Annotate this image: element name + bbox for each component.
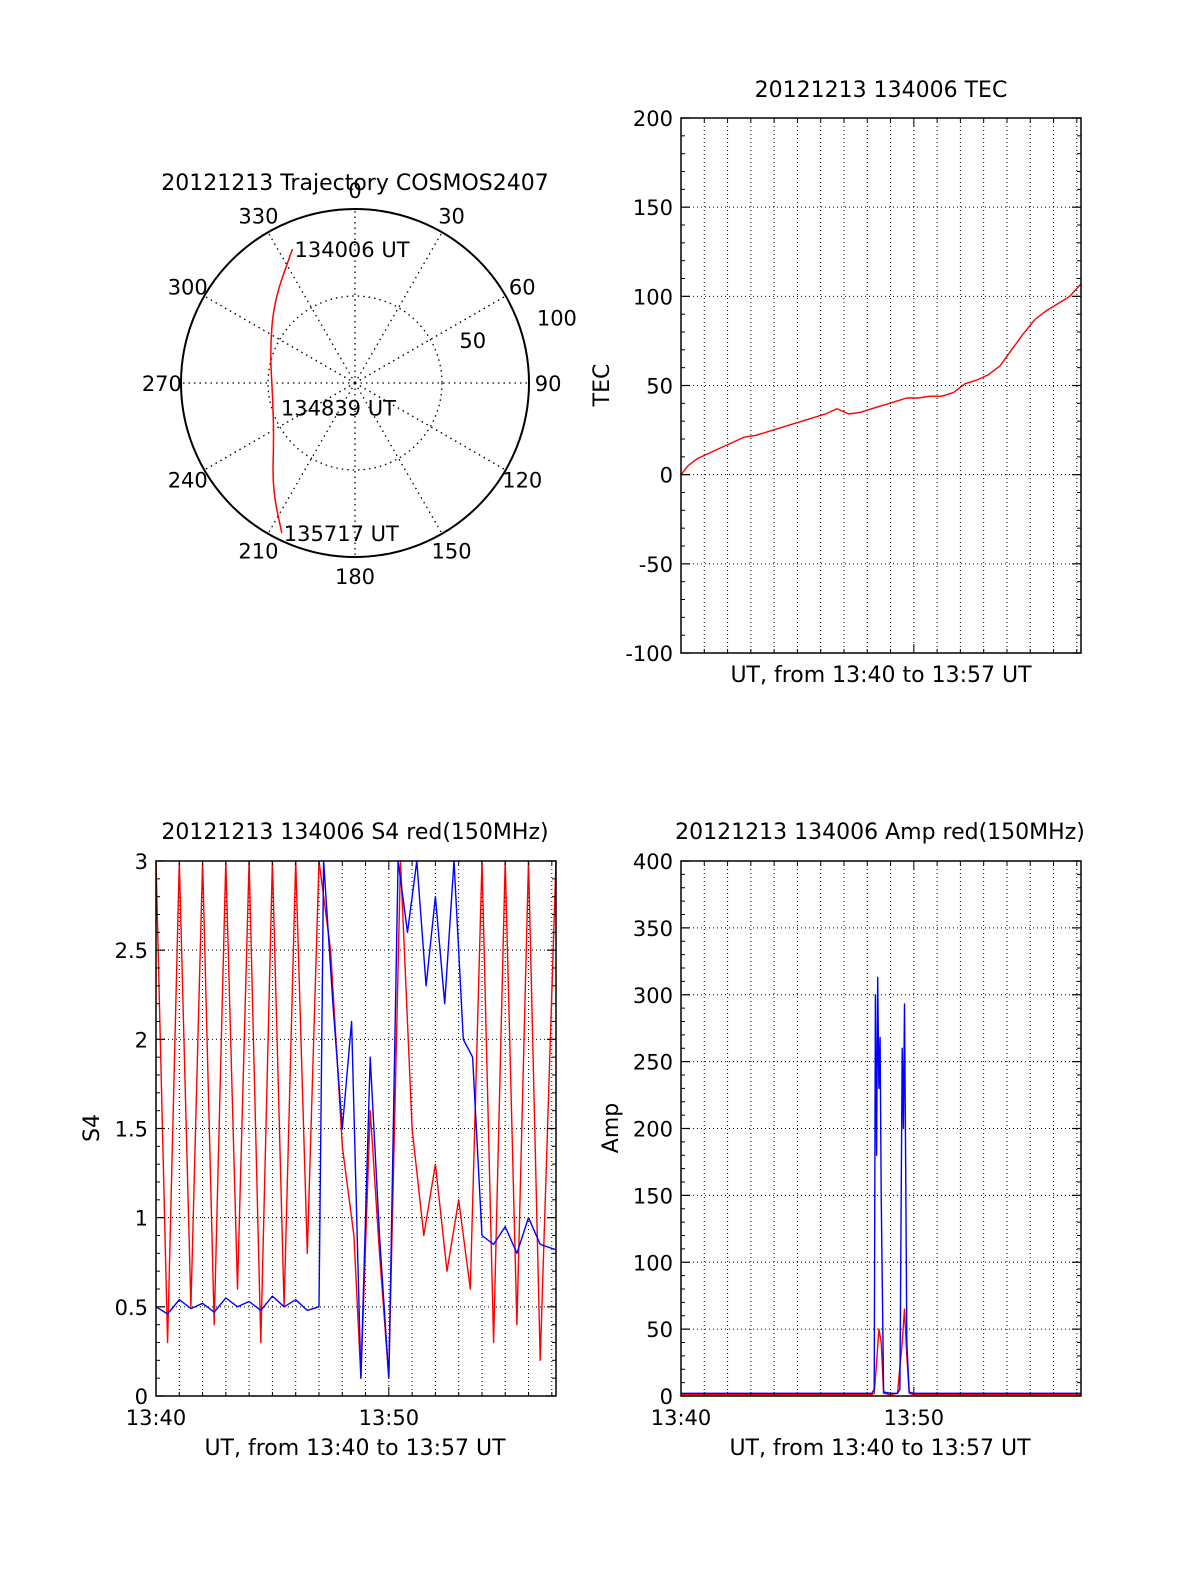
trajectory-track [270,248,294,534]
s4-plot-area: 0 0.5 1 1.5 2 2.5 3 13:40 13:50 [115,850,557,1430]
polar-azimuth-label: 90 [535,372,562,396]
trajectory-annotations: 134006 UT 134839 UT 135717 UT [281,238,410,546]
polar-spoke [354,295,507,384]
y-tick-label: 150 [633,196,673,220]
trajectory-time-label: 134006 UT [294,238,409,262]
polar-azimuth-label: 60 [509,275,536,299]
polar-ring-label: 100 [537,306,577,330]
tec-xlabel: UT, from 13:40 to 13:57 UT [730,663,1032,688]
polar-spoke [354,382,443,535]
series-line-0 [681,1308,1081,1396]
polar-azimuth-label: 0 [348,179,361,203]
y-tick-label: 2.5 [115,939,148,963]
trajectory-line [270,248,294,534]
polar-spoke [267,382,356,535]
y-tick-label: 0 [660,464,673,488]
polar-spoke [203,295,356,384]
x-tick-label: 13:40 [126,1406,187,1430]
amp-xlabel: UT, from 13:40 to 13:57 UT [729,1436,1031,1461]
s4-title: 20121213 134006 S4 red(150MHz) [161,820,548,845]
tec-panel: 20121213 134006 TEC UT, from 13:40 to 13… [590,78,1082,688]
y-tick-label: -50 [639,553,673,577]
polar-azimuth-label: 300 [168,275,208,299]
polar-spoke [203,382,356,471]
trajectory-title: 20121213 Trajectory COSMOS2407 [161,171,548,196]
polar-spoke [354,231,443,384]
polar-azimuth-label: 120 [502,469,542,493]
x-tick-label: 13:50 [884,1406,945,1430]
polar-azimuth-label: 30 [438,205,465,229]
polar-spoke [354,382,507,471]
y-tick-label: 200 [633,107,673,131]
series-line-0 [155,860,557,1379]
y-tick-label: 1 [135,1207,148,1231]
polar-azimuth-label: 180 [335,565,375,589]
s4-xlabel: UT, from 13:40 to 13:57 UT [204,1436,506,1461]
y-tick-label: -100 [625,642,673,666]
amp-title: 20121213 134006 Amp red(150MHz) [675,820,1085,845]
y-tick-label: 50 [646,1318,673,1342]
y-tick-label: 150 [633,1184,673,1208]
amp-panel: 20121213 134006 Amp red(150MHz) UT, from… [599,820,1085,1461]
amp-ylabel: Amp [599,1103,624,1153]
polar-ring-label: 50 [459,329,486,353]
y-tick-label: 3 [135,850,148,874]
series-line-1 [681,976,1081,1395]
y-tick-label: 250 [633,1051,673,1075]
x-tick-label: 13:40 [651,1406,712,1430]
polar-azimuth-label: 330 [238,205,278,229]
y-tick-label: 100 [633,1251,673,1275]
polar-ring-inner [267,295,443,471]
y-tick-label: 0.5 [115,1296,148,1320]
y-tick-label: 0 [660,1385,673,1409]
tec-plot-area: -100 -50 0 50 100 150 200 [625,107,1082,666]
polar-azimuth-label: 240 [168,469,208,493]
amp-plot-area: 0 50 100 150 200 250 300 350 400 13:40 13:50 [633,850,1082,1430]
polar-spoke [267,231,356,384]
polar-ring-outer [180,208,530,558]
x-tick-label: 13:50 [359,1406,420,1430]
y-tick-label: 400 [633,850,673,874]
tec-title: 20121213 134006 TEC [755,78,1008,103]
trajectory-panel: 20121213 Trajectory COSMOS2407 0 30 60 90 12… [142,171,577,589]
trajectory-time-label: 134839 UT [281,397,396,421]
s4-ylabel: S4 [80,1114,105,1142]
y-tick-label: 2 [135,1028,148,1052]
series-line-0 [680,283,1082,476]
polar-azimuth-label: 270 [142,372,182,396]
y-tick-label: 1.5 [115,1118,148,1142]
tec-ylabel: TEC [590,364,615,408]
series-line-1 [155,860,557,1379]
y-tick-label: 100 [633,285,673,309]
polar-grid [180,208,530,558]
y-tick-label: 0 [135,1385,148,1409]
y-tick-label: 300 [633,984,673,1008]
y-tick-label: 200 [633,1118,673,1142]
polar-azimuth-label: 210 [238,539,278,563]
y-tick-label: 50 [646,375,673,399]
trajectory-time-label: 135717 UT [284,522,399,546]
polar-azimuth-labels: 0 30 60 90 120 150 180 210 240 270 300 330 50 100 [142,179,577,589]
polar-azimuth-label: 150 [432,539,472,563]
y-tick-label: 350 [633,917,673,941]
s4-panel: 20121213 134006 S4 red(150MHz) UT, from … [80,820,557,1461]
